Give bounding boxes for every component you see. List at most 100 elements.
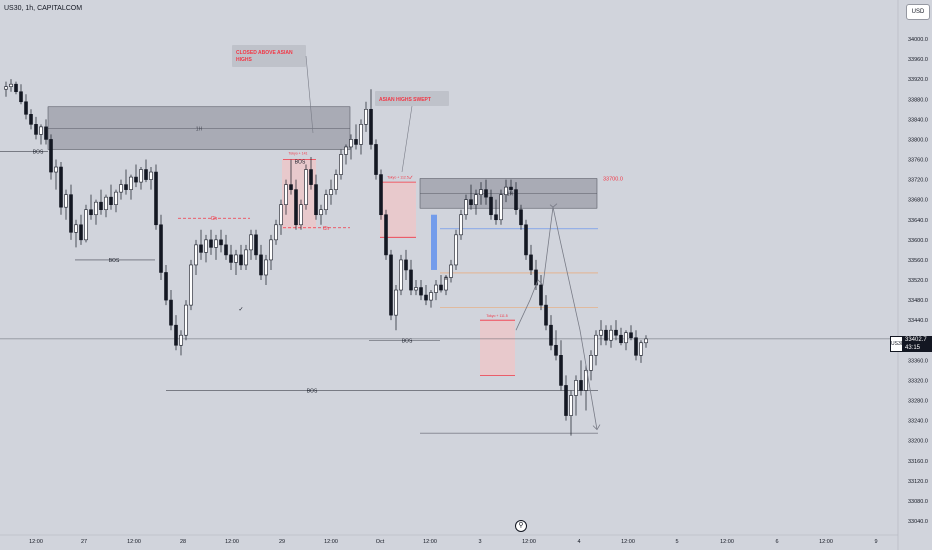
bos-label: BOS [295, 160, 306, 166]
x-tick-label: 12:00 [522, 539, 536, 545]
candle-body [109, 196, 113, 205]
candle-body [584, 370, 588, 391]
candle-body [44, 126, 48, 140]
candle-body [14, 83, 18, 93]
candle-body [104, 196, 108, 211]
y-tick-label: 33720.0 [908, 178, 928, 184]
candle-body [314, 184, 318, 216]
current-price-label: US30 33402.7 43:15 [890, 336, 932, 352]
candle-body [484, 189, 488, 198]
x-tick-label: 12:00 [621, 539, 635, 545]
candle-body [359, 124, 363, 145]
y-tick-label: 33040.0 [908, 519, 928, 525]
candle-body [474, 194, 478, 205]
candle-body [434, 284, 438, 293]
chart-title: US30, 1h, CAPITALCOM [4, 5, 83, 12]
candle-body [479, 189, 483, 195]
candle-body [29, 114, 33, 125]
candle-body [604, 329, 608, 341]
candle-body [639, 342, 643, 356]
projection-arrowhead [549, 203, 558, 208]
y-tick-label: 33600.0 [908, 238, 928, 244]
candle-body [309, 169, 313, 185]
supply-zone-1h-right [419, 178, 598, 209]
x-tick-label: 12:00 [29, 539, 43, 545]
candle-body [144, 169, 148, 180]
candle-body [124, 184, 128, 190]
price-axis-panel [898, 0, 932, 550]
projection-arrowhead [592, 424, 601, 431]
candle-body [634, 337, 638, 356]
candle-body [594, 334, 598, 356]
candle-body [79, 224, 83, 241]
tradingview-logo-icon[interactable]: ⚲ [515, 520, 527, 532]
candle-body [579, 380, 583, 391]
candle-body [429, 292, 433, 301]
candle-body [249, 234, 253, 251]
candle-body [564, 385, 568, 416]
candle-body [424, 294, 428, 301]
candle-body [509, 186, 513, 190]
candle-body [529, 254, 533, 271]
candle-body [544, 304, 548, 326]
candle-body [299, 204, 303, 226]
candle-body [574, 380, 578, 396]
y-tick-label: 33760.0 [908, 158, 928, 164]
candle-body [514, 189, 518, 211]
candle-body [259, 254, 263, 276]
candle-body [444, 277, 448, 291]
y-tick-label: 33480.0 [908, 298, 928, 304]
candle-body [399, 259, 403, 291]
candle-body [174, 324, 178, 346]
candle-body [254, 234, 258, 256]
candle-body [409, 269, 413, 291]
candle-body [374, 144, 378, 175]
candle-body [264, 259, 268, 276]
y-tick-label: 33520.0 [908, 278, 928, 284]
candle-body [184, 304, 188, 336]
currency-button[interactable]: USD [906, 4, 930, 20]
candle-body [274, 224, 278, 241]
y-tick-label: 33640.0 [908, 218, 928, 224]
x-tick-label: 12:00 [819, 539, 833, 545]
candle-body [499, 194, 503, 221]
candle-body [379, 174, 383, 216]
candle-body [114, 191, 118, 205]
candle-body [134, 176, 138, 183]
current-price-value: 33402.7 [905, 337, 927, 343]
candle-body [459, 214, 463, 236]
candle-body [489, 196, 493, 216]
x-tick-label: 12:00 [324, 539, 338, 545]
candle-body [469, 199, 473, 205]
candle-body [219, 239, 223, 246]
candle-body [414, 287, 418, 291]
y-tick-label: 33080.0 [908, 499, 928, 505]
x-tick-label: 12:00 [225, 539, 239, 545]
candle-body [494, 214, 498, 221]
y-tick-label: 33160.0 [908, 459, 928, 465]
x-tick-label: 12:00 [720, 539, 734, 545]
candle-body [19, 91, 23, 103]
candle-body [384, 214, 388, 256]
candle-body [164, 272, 168, 301]
tokyo-label: Tokyo + 111.5 [486, 314, 507, 318]
candle-body [244, 249, 248, 266]
x-tick-label: 9 [874, 539, 877, 545]
x-tick-label: 12:00 [423, 539, 437, 545]
candle-body [199, 244, 203, 253]
candle-body [644, 338, 648, 344]
annotation-closed-above: HIGHS [236, 57, 253, 63]
candle-body [394, 289, 398, 316]
target-price-label: 33700.0 [603, 177, 623, 183]
x-tick-label: 29 [279, 539, 285, 545]
annotation-closed-above: CLOSED ABOVE ASIAN [236, 50, 293, 56]
candle-body [294, 189, 298, 226]
callout-asian-swept [375, 91, 449, 106]
candle-body [354, 139, 358, 145]
candle-body [629, 332, 633, 339]
y-tick-label: 33840.0 [908, 117, 928, 123]
candle-body [404, 259, 408, 271]
y-tick-label: 33120.0 [908, 479, 928, 485]
